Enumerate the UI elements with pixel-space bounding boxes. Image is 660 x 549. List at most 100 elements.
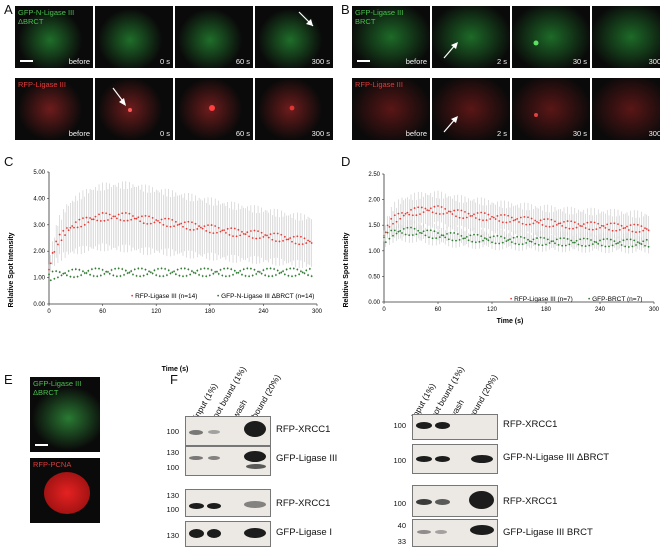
data-point: [527, 238, 529, 241]
data-point: [180, 267, 183, 270]
data-point: [546, 218, 549, 220]
data-point: [622, 239, 625, 242]
data-point: [73, 226, 75, 229]
data-point: [516, 217, 519, 220]
data-point: [51, 252, 54, 254]
micrograph-a-green-before: GFP-N-Ligase III ΔBRCT before: [15, 6, 93, 68]
mw-marker: 40: [397, 521, 406, 530]
data-point: [248, 235, 251, 238]
data-point: [604, 227, 607, 229]
data-point: [249, 267, 252, 270]
data-point: [266, 234, 268, 237]
data-point: [491, 215, 493, 218]
data-point: [303, 237, 306, 240]
data-point: [90, 218, 93, 221]
data-point: [456, 209, 459, 211]
data-point: [424, 234, 427, 237]
data-point: [620, 224, 623, 227]
data-point: [609, 222, 612, 225]
panel-label-e: E: [4, 372, 13, 387]
data-point: [208, 231, 211, 234]
data-point: [123, 274, 125, 276]
data-point: [521, 243, 524, 246]
lane-label: bound (20%): [466, 372, 500, 420]
time-label: 60 s: [235, 129, 250, 138]
data-point: [485, 238, 488, 240]
y-tick-label: 0.00: [33, 302, 45, 308]
data-point: [135, 217, 138, 220]
legend: • RFP-Ligase III (n=14) • GFP-N-Ligase I…: [131, 293, 314, 300]
data-point: [451, 239, 454, 242]
data-point: [442, 234, 445, 237]
data-point: [307, 274, 309, 276]
scale-bar: [35, 444, 48, 446]
data-point: [96, 275, 99, 278]
data-point: [417, 206, 420, 209]
data-point: [516, 235, 519, 238]
data-point: [386, 231, 389, 234]
micrograph-e-red: RFP-PCNA: [30, 458, 100, 523]
data-point: [545, 243, 547, 246]
data-point: [69, 226, 72, 229]
data-point: [174, 220, 177, 223]
data-point: [561, 224, 564, 227]
data-point: [217, 226, 220, 229]
data-point: [626, 238, 628, 241]
data-point: [146, 273, 149, 276]
data-point: [505, 240, 508, 243]
data-point: [579, 238, 582, 241]
data-point: [187, 268, 190, 271]
data-point: [620, 244, 623, 246]
data-point: [171, 271, 174, 274]
data-point: [638, 242, 641, 245]
micrograph-a-red-before: RFP-Ligase III before: [15, 78, 93, 140]
data-point: [94, 215, 97, 218]
data-point: [153, 221, 156, 224]
data-point: [402, 227, 405, 230]
data-point: [230, 227, 233, 230]
data-point: [126, 272, 129, 274]
data-point: [543, 218, 546, 221]
data-point: [636, 241, 639, 244]
data-point: [151, 216, 154, 219]
data-point: [85, 216, 88, 219]
data-point: [644, 227, 646, 230]
panel-c-chart: Relative Spot Intensity Time (s) • RFP-L…: [8, 170, 323, 373]
data-point: [588, 244, 591, 247]
x-axis-label: Time (s): [162, 366, 189, 373]
data-point: [401, 212, 403, 214]
data-point: [638, 230, 641, 233]
y-tick-label: 5.00: [33, 170, 45, 176]
panel-e-bottom-label: RFP-PCNA: [33, 460, 72, 469]
data-point: [573, 221, 576, 224]
micrograph-b-green-30s: 30 s: [512, 6, 590, 68]
arrow-icon: [443, 116, 458, 133]
data-point: [390, 229, 393, 232]
data-point: [117, 213, 120, 216]
data-point: [491, 241, 493, 244]
time-label: 300 s: [648, 57, 660, 66]
time-label: 300 s: [648, 129, 660, 138]
data-point: [397, 212, 400, 215]
data-point: [449, 232, 452, 234]
data-point: [492, 216, 495, 219]
data-point: [609, 238, 612, 241]
data-point: [453, 232, 456, 234]
data-point: [64, 272, 66, 274]
data-point: [192, 271, 195, 274]
x-tick-label: 240: [258, 309, 269, 315]
data-point: [114, 267, 117, 270]
data-point: [203, 267, 206, 270]
data-point: [411, 234, 414, 236]
data-point: [568, 243, 571, 246]
data-point: [388, 237, 391, 240]
data-point: [489, 236, 492, 239]
data-point: [512, 236, 515, 239]
data-point: [262, 236, 265, 238]
data-point: [248, 275, 251, 278]
data-point: [573, 241, 576, 244]
time-label: 30 s: [572, 57, 587, 66]
data-point: [65, 227, 68, 229]
data-point: [164, 267, 167, 270]
data-point: [310, 242, 313, 244]
